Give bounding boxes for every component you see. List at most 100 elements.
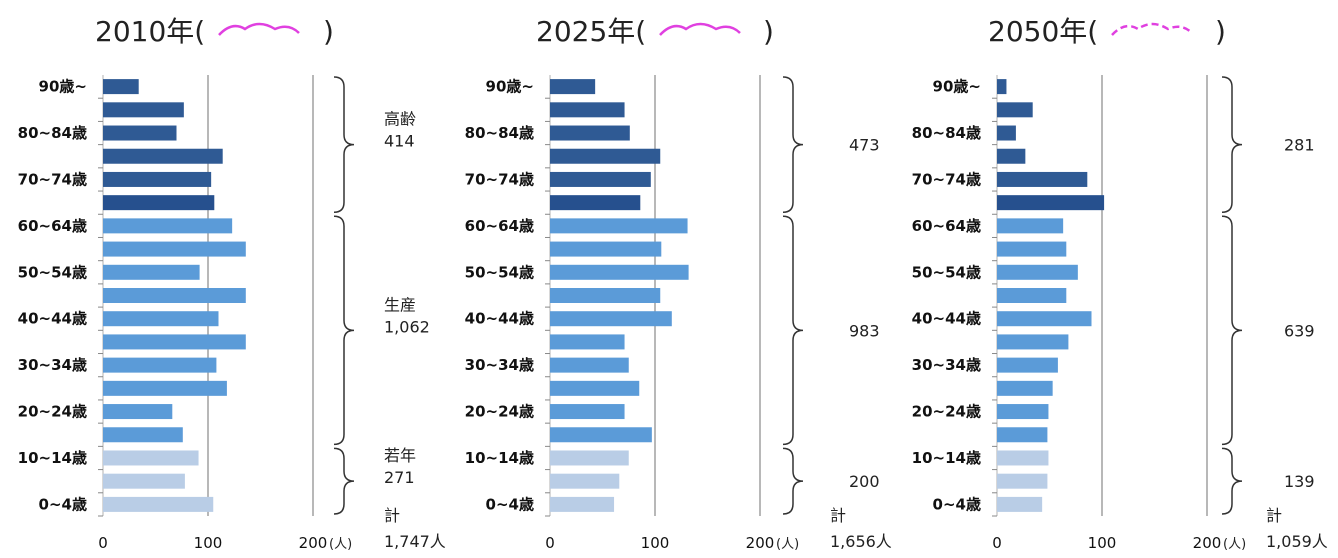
panel3-bar	[997, 450, 1049, 466]
panel1-bar	[103, 264, 200, 280]
panel1-title-close: )	[323, 15, 334, 48]
panel3-total-value: 1,059人	[1266, 532, 1328, 551]
panel2-bar	[550, 334, 625, 350]
panel1-category-label: 40~44歳	[18, 310, 87, 328]
panel2-total-value: 1,656人	[830, 532, 892, 551]
panel1-category-label: 90歳~	[39, 78, 87, 96]
panel3-bar	[997, 102, 1033, 118]
panel1-bar	[103, 311, 219, 327]
panel1-bracket-prod	[333, 215, 355, 446]
panel2-bar	[550, 288, 661, 303]
panel2-x-tick-label: 200	[746, 534, 775, 552]
panel3-category-label: 0~4歳	[933, 495, 981, 513]
panel1-category-label: 70~74歳	[18, 170, 87, 188]
panel3-bar	[997, 148, 1026, 164]
panel2-bar	[550, 125, 630, 141]
panel1-x-tick-label: 0	[98, 534, 108, 552]
panel2-group-value-prod: 983	[849, 321, 880, 340]
panel2-category-label: 50~54歳	[465, 263, 534, 281]
panel2-bar	[550, 218, 688, 234]
panel2-title-year: 2025年(	[536, 15, 646, 48]
panel3-x-tick-label: 200	[1193, 534, 1222, 552]
panel3-bar	[997, 473, 1048, 489]
panel3-bar	[997, 311, 1092, 327]
panel3-category-label: 10~14歳	[912, 449, 981, 467]
panel1-bar	[103, 473, 185, 489]
panel1-bar	[103, 496, 214, 512]
panel3-bar	[997, 218, 1064, 234]
panel1-x-tick-label: 100	[194, 534, 223, 552]
panel3-category-label: 90歳~	[933, 78, 981, 96]
panel3-group-value-young: 139	[1284, 472, 1315, 491]
panel3-category-label: 40~44歳	[912, 310, 981, 328]
panel2-bar	[550, 404, 625, 420]
panel3-bar	[997, 404, 1049, 420]
panel2-bar	[550, 380, 640, 396]
panel1-category-label: 50~54歳	[18, 263, 87, 281]
panel2-bracket-prod	[782, 215, 804, 446]
panel3-bar	[997, 427, 1048, 443]
panel3-group-value-prod: 639	[1284, 321, 1315, 340]
panel2-bracket-young	[782, 447, 804, 515]
panel2-total-label: 計	[830, 506, 846, 525]
panel2-category-label: 20~24歳	[465, 403, 534, 421]
panel1-bracket-old	[333, 76, 355, 214]
panel2-category-label: 80~84歳	[465, 124, 534, 142]
panel3-bar	[997, 380, 1053, 396]
panel2-bar	[550, 171, 651, 187]
panel2-title-wave-icon	[659, 22, 741, 36]
panel1-group-label-young: 若年	[384, 446, 416, 465]
panel2-bar	[550, 450, 629, 466]
panel1-group-value-prod: 1,062	[384, 317, 430, 336]
panel3-category-label: 50~54歳	[912, 263, 981, 281]
panel1-category-label: 10~14歳	[18, 449, 87, 467]
panel1-category-label: 20~24歳	[18, 403, 87, 421]
panel3-category-label: 80~84歳	[912, 124, 981, 142]
panel2-category-label: 40~44歳	[465, 310, 534, 328]
panel2-bar	[550, 102, 625, 118]
panel2-category-label: 90歳~	[486, 78, 534, 96]
panel2-unit-label: (人)	[776, 537, 799, 552]
panel3-bar	[997, 264, 1078, 280]
panel2-bar	[550, 241, 662, 257]
panel1-bar	[103, 125, 177, 141]
panel3-title-wave-icon	[1111, 22, 1193, 36]
panel3-bar	[997, 125, 1016, 141]
panel2-bar	[550, 148, 661, 164]
panel3-bar	[997, 357, 1058, 373]
panel3-group-value-old: 281	[1284, 136, 1315, 155]
panel2-bar	[550, 496, 615, 512]
panel3-bar	[997, 241, 1067, 257]
panel1-unit-label: (人)	[329, 537, 352, 552]
panel3-bracket-prod	[1221, 215, 1243, 446]
panel3-bar	[997, 334, 1069, 350]
panel2-group-value-young: 200	[849, 472, 880, 491]
panel2-category-label: 0~4歳	[486, 495, 534, 513]
panel2-bar	[550, 427, 652, 443]
panel1-category-label: 60~64歳	[18, 217, 87, 235]
panel1-group-label-prod: 生産	[384, 295, 416, 314]
panel1-bar	[103, 334, 246, 350]
panel1-group-value-old: 414	[384, 132, 415, 151]
panel3-bar	[997, 171, 1088, 187]
panel3-bar	[997, 288, 1067, 303]
panel3-title-year: 2050年(	[988, 15, 1098, 48]
panel1-bar	[103, 380, 227, 396]
panel3-total-label: 計	[1266, 506, 1282, 525]
panel2-category-label: 60~64歳	[465, 217, 534, 235]
panel1-total-label: 計	[384, 506, 400, 525]
panel2-bar	[550, 473, 620, 489]
panel1-x-tick-label: 200	[299, 534, 328, 552]
panel3-category-label: 60~64歳	[912, 217, 981, 235]
panel2-bar	[550, 195, 641, 211]
panel1-category-label: 80~84歳	[18, 124, 87, 142]
panel2-bracket-old	[782, 76, 804, 214]
panel2-x-tick-label: 100	[641, 534, 670, 552]
panel1-bar	[103, 404, 173, 420]
panel1-total-value: 1,747人	[384, 532, 446, 551]
panel1-group-value-young: 271	[384, 468, 415, 487]
panel2-bar	[550, 357, 629, 373]
panel2-category-label: 30~34歳	[465, 356, 534, 374]
panel1-bar	[103, 195, 215, 211]
panel2-bar	[550, 264, 689, 280]
